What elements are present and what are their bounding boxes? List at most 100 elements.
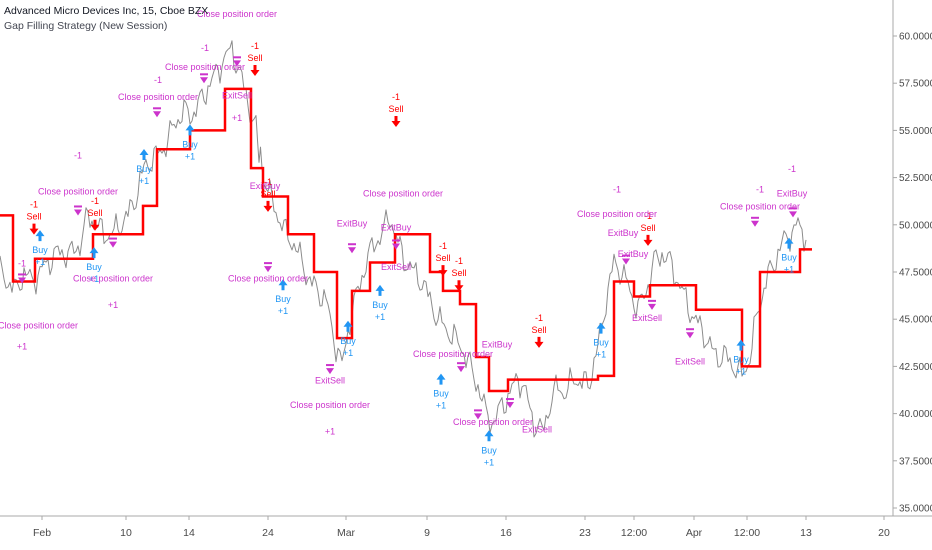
close-marker-icon: [474, 409, 482, 412]
order-annotation-label: ExitBuy: [777, 188, 808, 198]
buy-label: Buy: [32, 245, 48, 255]
order-annotation-label: Close position order: [118, 92, 198, 102]
buy-qty-label: +1: [35, 257, 45, 267]
close-marker-icon: [751, 216, 759, 219]
order-annotation-label: Close position order: [165, 62, 245, 72]
buy-qty-label: +1: [596, 350, 606, 360]
time-tick-label: 12:00: [734, 527, 760, 539]
buy-qty-label: +1: [343, 348, 353, 358]
close-marker-icon: [457, 362, 465, 365]
order-annotation-label: +1: [108, 300, 118, 310]
buy-arrow-icon: [35, 230, 45, 242]
strategy-title[interactable]: Gap Filling Strategy (New Session): [4, 20, 168, 32]
close-marker-icon: [506, 398, 514, 401]
order-annotation-label: -1: [18, 258, 26, 268]
price-tick-label: 37.5000: [899, 456, 932, 467]
order-annotation-label: ExitBuy: [618, 249, 649, 259]
sell-qty-label: -1: [455, 256, 463, 266]
time-tick-label: 20: [878, 527, 890, 539]
close-marker-icon: [392, 243, 400, 250]
order-annotation-label: ExitBuy: [250, 181, 281, 191]
price-tick-label: 55.0000: [899, 126, 932, 137]
time-tick-label: 9: [424, 527, 430, 539]
close-marker-icon: [264, 266, 272, 273]
price-tick-label: 40.0000: [899, 409, 932, 420]
sell-qty-label: -1: [251, 41, 259, 51]
close-marker-icon: [648, 299, 656, 302]
time-tick-label: 23: [579, 527, 591, 539]
order-annotation-label: +1: [232, 113, 242, 123]
order-annotation-label: ExitBuy: [337, 219, 368, 229]
close-marker-icon: [686, 332, 694, 339]
close-marker-icon: [348, 247, 356, 254]
sell-label: Sell: [640, 223, 655, 233]
order-annotation-label: Close position order: [228, 273, 308, 283]
sell-arrow-icon: [250, 64, 260, 76]
sell-arrow-icon: [90, 219, 100, 231]
close-marker-icon: [457, 366, 465, 373]
sell-qty-label: -1: [392, 92, 400, 102]
buy-label: Buy: [372, 300, 388, 310]
sell-qty-label: -1: [439, 241, 447, 251]
order-annotation-label: +1: [17, 341, 27, 351]
sell-qty-label: -1: [535, 313, 543, 323]
plot-area: Buy +1 Buy +1 Buy +1 Buy +1 Buy +1 Buy +1 Buy +1 Buy +1…: [0, 9, 812, 467]
sell-qty-label: -1: [644, 211, 652, 221]
time-axis[interactable]: Feb 10 14 24 Mar 9 16 23 12:00 Apr 12:00 13 20: [0, 515, 932, 539]
order-annotation-label: Close position order: [453, 417, 533, 427]
buy-arrow-icon: [436, 373, 446, 385]
order-annotation-label: -1: [201, 43, 209, 53]
buy-arrow-icon: [185, 124, 195, 136]
sell-arrow-icon: [454, 280, 464, 292]
sell-qty-label: -1: [264, 177, 272, 187]
close-marker-icon: [789, 207, 797, 210]
order-annotation-label: ExitSell: [381, 262, 411, 272]
time-tick-label: 16: [500, 527, 512, 539]
buy-label: Buy: [593, 338, 609, 348]
order-annotation-label: Close position order: [720, 202, 800, 212]
sell-arrow-icon: [29, 223, 39, 235]
close-marker-icon: [648, 303, 656, 310]
close-marker-icon: [348, 243, 356, 246]
buy-qty-label: +1: [784, 265, 794, 275]
buy-arrow-icon: [278, 279, 288, 291]
sell-label: Sell: [26, 212, 41, 222]
close-marker-icon: [326, 364, 334, 367]
symbol-title[interactable]: Advanced Micro Devices Inc, 15, Cboe BZX: [4, 5, 209, 17]
order-annotation-label: ExitBuy: [482, 340, 513, 350]
order-annotation-label: Close position order: [290, 400, 370, 410]
order-annotation-label: Close position order: [363, 188, 443, 198]
price-axis[interactable]: 35.0000 37.5000 40.0000 42.5000 45.0000 47.50…: [892, 0, 932, 516]
buy-arrow-icon: [484, 430, 494, 442]
buy-label: Buy: [275, 294, 291, 304]
close-marker-icon: [18, 273, 26, 276]
price-tick-label: 47.5000: [899, 268, 932, 279]
price-tick-label: 35.0000: [899, 504, 932, 515]
close-marker-icon: [474, 413, 482, 420]
order-annotation-label: Close position order: [73, 273, 153, 283]
buy-arrow-icon: [784, 237, 794, 249]
sell-arrow-icon: [534, 336, 544, 348]
price-tick-label: 50.0000: [899, 220, 932, 231]
close-marker-icon: [74, 205, 82, 208]
buy-arrow-icon: [375, 284, 385, 296]
close-marker-icon: [109, 237, 117, 240]
close-marker-icon: [74, 209, 82, 216]
order-annotation-label: ExitBuy: [608, 228, 639, 238]
close-marker-icon: [622, 254, 630, 257]
close-marker-icon: [153, 111, 161, 118]
order-annotation-label: -1: [788, 164, 796, 174]
time-tick-label: 14: [183, 527, 195, 539]
order-annotation-label: Close position order: [577, 209, 657, 219]
price-tick-label: 60.0000: [899, 32, 932, 43]
sell-qty-label: -1: [30, 200, 38, 210]
order-annotation-label: ExitSell: [522, 424, 552, 434]
buy-label: Buy: [136, 164, 152, 174]
gap-level-line: [0, 87, 812, 393]
close-marker-icon: [326, 368, 334, 375]
sell-arrow-icon: [391, 115, 401, 127]
close-marker-icon: [153, 107, 161, 110]
order-annotation-label: ExitSell: [632, 313, 662, 323]
